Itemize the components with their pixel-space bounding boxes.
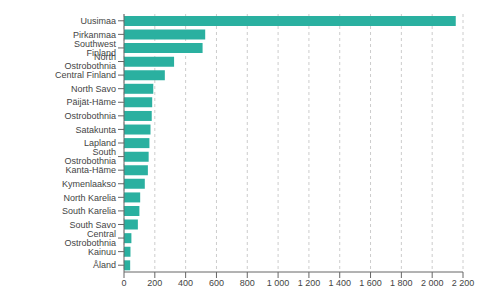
svg-text:Åland: Åland: [93, 260, 116, 270]
svg-text:Ostrobothnia: Ostrobothnia: [64, 111, 116, 121]
svg-text:1 800: 1 800: [390, 278, 413, 288]
svg-text:Kainuu: Kainuu: [88, 247, 116, 257]
svg-text:CentralOstrobothnia: CentralOstrobothnia: [64, 229, 116, 248]
svg-text:Uusimaa: Uusimaa: [80, 16, 116, 26]
svg-text:200: 200: [147, 278, 162, 288]
svg-text:Kymenlaakso: Kymenlaakso: [62, 179, 116, 189]
svg-text:North Karelia: North Karelia: [63, 193, 116, 203]
svg-text:Kanta-Häme: Kanta-Häme: [65, 165, 116, 175]
svg-text:2 200: 2 200: [452, 278, 475, 288]
svg-text:Central Finland: Central Finland: [55, 70, 116, 80]
svg-text:400: 400: [178, 278, 193, 288]
svg-text:NorthOstrobothnia: NorthOstrobothnia: [64, 52, 116, 71]
svg-text:1 000: 1 000: [267, 278, 290, 288]
svg-text:South Karelia: South Karelia: [62, 206, 116, 216]
svg-text:North Savo: North Savo: [71, 84, 116, 94]
svg-text:1 400: 1 400: [328, 278, 351, 288]
svg-text:600: 600: [209, 278, 224, 288]
svg-text:1 200: 1 200: [298, 278, 321, 288]
svg-text:Päijät-Häme: Päijät-Häme: [66, 97, 116, 107]
svg-text:Satakunta: Satakunta: [75, 125, 116, 135]
svg-text:2 000: 2 000: [421, 278, 444, 288]
svg-text:1 600: 1 600: [359, 278, 382, 288]
svg-text:0: 0: [121, 278, 126, 288]
svg-text:SouthOstrobothnia: SouthOstrobothnia: [64, 147, 116, 166]
svg-text:800: 800: [240, 278, 255, 288]
